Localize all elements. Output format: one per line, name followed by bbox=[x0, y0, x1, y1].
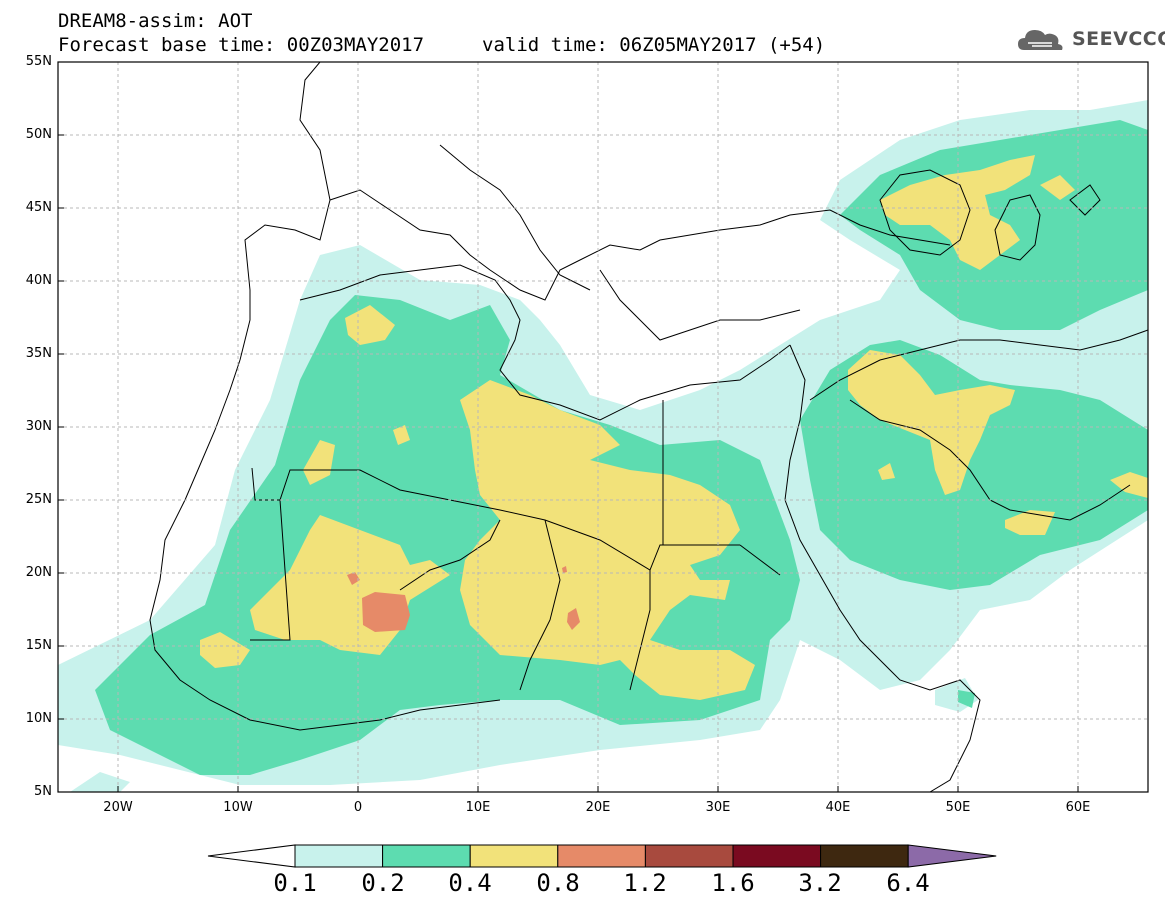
lon-label: 0 bbox=[353, 800, 363, 815]
graticule bbox=[58, 62, 1148, 792]
lon-label: 30E bbox=[705, 800, 731, 815]
map-title: DREAM8-assim: AOT bbox=[58, 10, 253, 32]
colorbar-label: 0.2 bbox=[361, 869, 405, 897]
lat-label: 50N bbox=[25, 127, 52, 142]
colorbar-label: 0.4 bbox=[448, 869, 492, 897]
lat-label: 35N bbox=[25, 346, 52, 361]
lat-label: 30N bbox=[25, 419, 52, 434]
colorbar-label: 3.2 bbox=[798, 869, 842, 897]
colorbar-label: 0.1 bbox=[273, 869, 317, 897]
cloud-icon bbox=[1018, 30, 1063, 50]
colorbar-label: 1.6 bbox=[711, 869, 755, 897]
lon-label: 10E bbox=[465, 800, 491, 815]
colorbar-label: 6.4 bbox=[886, 869, 930, 897]
lat-label: 40N bbox=[25, 273, 52, 288]
lon-label: 60E bbox=[1065, 800, 1091, 815]
colorbar-label: 0.8 bbox=[536, 869, 580, 897]
lon-label: 40E bbox=[825, 800, 851, 815]
lon-label: 20E bbox=[585, 800, 611, 815]
lat-label: 15N bbox=[25, 638, 52, 653]
lat-label: 25N bbox=[25, 492, 52, 507]
logo-text: SEEVCCC bbox=[1072, 28, 1165, 50]
lon-label: 10W bbox=[223, 800, 253, 815]
colorbar-label: 1.2 bbox=[623, 869, 667, 897]
valid-time: valid time: 06Z05MAY2017 (+54) bbox=[482, 34, 826, 56]
lat-label: 5N bbox=[34, 784, 52, 799]
lat-label: 20N bbox=[25, 565, 52, 580]
forecast-base-time: Forecast base time: 00Z03MAY2017 bbox=[58, 34, 425, 56]
lon-label: 20W bbox=[103, 800, 133, 815]
aot-field bbox=[58, 62, 1148, 792]
lon-label: 50E bbox=[945, 800, 971, 815]
lat-label: 55N bbox=[25, 54, 52, 69]
lat-label: 10N bbox=[25, 711, 52, 726]
lat-label: 45N bbox=[25, 200, 52, 215]
